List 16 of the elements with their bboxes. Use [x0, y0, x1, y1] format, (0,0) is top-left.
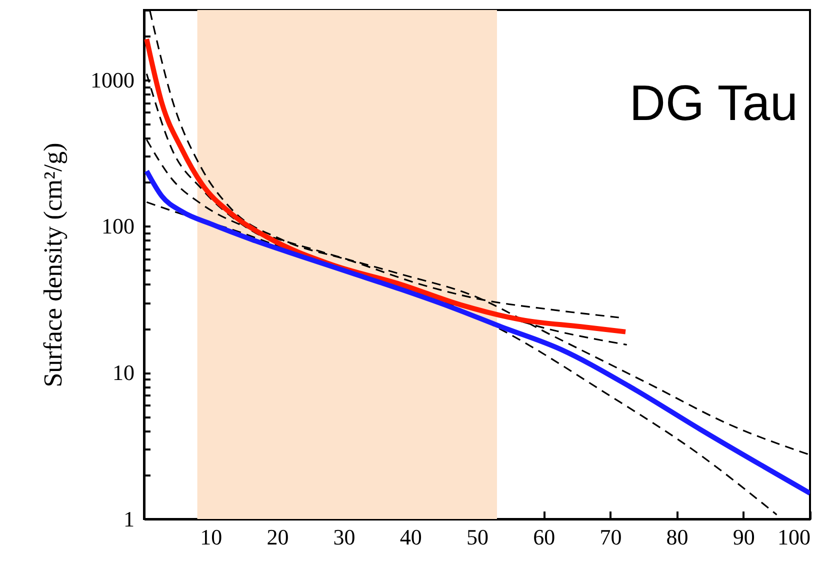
x-tick-label: 50 — [466, 524, 488, 550]
annotation: DG Tau — [629, 75, 798, 131]
y-axis-title: Surface density (cm²/g) — [38, 142, 68, 388]
x-tick-label: 40 — [400, 524, 422, 550]
x-tick-label: 30 — [333, 524, 356, 550]
x-tick-label: 60 — [533, 524, 556, 550]
x-tick-label: 20 — [266, 524, 289, 550]
y-tick-label: 1000 — [90, 67, 134, 92]
x-tick-label: 90 — [732, 524, 755, 550]
y-tick-label: 100 — [102, 214, 134, 239]
x-tick-label: 80 — [666, 524, 688, 550]
x-tick-label: 10 — [200, 524, 222, 550]
y-tick-label: 1 — [124, 506, 134, 532]
x-tick-label: 70 — [600, 524, 622, 550]
y-tick-label: 10 — [112, 360, 134, 386]
x-tick-label: 100 — [778, 524, 810, 550]
